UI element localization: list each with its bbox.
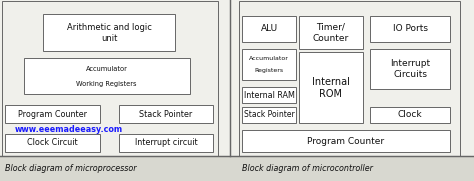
Bar [242, 130, 450, 152]
Bar [5, 134, 100, 152]
Bar [242, 87, 296, 103]
Bar [118, 134, 213, 152]
Text: Stack Pointer: Stack Pointer [244, 110, 294, 119]
Text: Clock Circuit: Clock Circuit [27, 138, 77, 148]
Bar [242, 16, 296, 42]
Bar [5, 105, 100, 123]
Bar [118, 105, 213, 123]
Text: Accumulator

Registers: Accumulator Registers [249, 56, 289, 73]
Text: IO Ports: IO Ports [392, 24, 428, 33]
Bar [2, 1, 218, 156]
Bar [0, 156, 474, 181]
Text: Timer/
Counter: Timer/ Counter [312, 22, 349, 43]
Bar [370, 107, 450, 123]
Text: Arithmetic and logic
unit: Arithmetic and logic unit [66, 22, 152, 43]
Text: Clock: Clock [398, 110, 422, 119]
Text: Interrupt circuit: Interrupt circuit [135, 138, 197, 148]
Text: Block diagram of microprocessor: Block diagram of microprocessor [5, 164, 136, 173]
Text: Accumulator

Working Registers: Accumulator Working Registers [76, 66, 137, 87]
Text: Block diagram of microcontroller: Block diagram of microcontroller [242, 164, 373, 173]
Bar [239, 1, 460, 156]
Text: Program Counter: Program Counter [18, 110, 87, 119]
Bar [299, 16, 363, 49]
Text: ALU: ALU [260, 24, 278, 33]
Text: Internal RAM: Internal RAM [244, 90, 294, 100]
Bar [299, 52, 363, 123]
Text: www.eeemadeeasy.com: www.eeemadeeasy.com [14, 125, 122, 134]
Text: Internal
ROM: Internal ROM [312, 77, 349, 99]
Text: Stack Pointer: Stack Pointer [139, 110, 192, 119]
Bar [242, 49, 296, 80]
Bar [370, 49, 450, 89]
Bar [242, 107, 296, 123]
Text: Program Counter: Program Counter [308, 137, 384, 146]
Bar [43, 14, 175, 51]
Text: Interrupt
Circuits: Interrupt Circuits [390, 59, 430, 79]
Bar [370, 16, 450, 42]
Bar [24, 58, 190, 94]
